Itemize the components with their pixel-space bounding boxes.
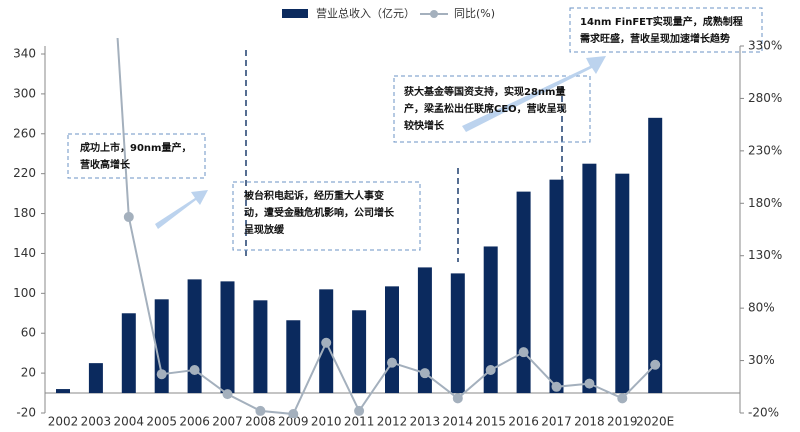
bar — [450, 273, 465, 394]
bar — [352, 310, 367, 394]
line-marker — [156, 369, 167, 380]
legend-swatch — [430, 10, 438, 18]
annotation: 需求旺盛，营收呈现加速增长趋势 — [580, 32, 730, 45]
line-marker — [485, 365, 496, 376]
annotation: 获大基金等国资支持，实现28nm量 — [403, 85, 565, 98]
bar — [220, 281, 235, 394]
line-marker — [288, 409, 299, 418]
x-tick-label: 2007 — [212, 415, 243, 429]
x-tick-label: 2017 — [541, 415, 572, 429]
bar — [582, 163, 597, 394]
x-tick-label: 2010 — [311, 415, 342, 429]
annotation: 被台积电起诉，经历重大人事变 — [244, 189, 384, 202]
line-marker — [189, 365, 200, 376]
annotation: 14nm FinFET实现量产，成熟制程 — [580, 15, 743, 28]
x-tick-label: 2008 — [245, 415, 276, 429]
y-tick-label: 60 — [21, 326, 36, 340]
bar — [88, 363, 103, 394]
legend-label: 同比(%) — [454, 7, 495, 20]
line-marker — [255, 405, 266, 416]
bar — [385, 286, 399, 394]
line-marker — [123, 211, 134, 222]
x-tick-label: 2018 — [574, 415, 605, 429]
bar — [286, 320, 301, 394]
annotation: 动，遭受金融危机影响，公司增长 — [244, 206, 395, 219]
y-tick-label: 180 — [13, 206, 36, 220]
x-tick-label: 2002 — [48, 415, 79, 429]
annotation: 呈现放缓 — [244, 223, 285, 236]
y2-tick-label: 230% — [748, 143, 782, 157]
bar — [615, 173, 630, 394]
x-tick-label: 2004 — [114, 415, 145, 429]
bar — [549, 179, 564, 394]
annotation: 较快增长 — [404, 119, 445, 132]
bar — [121, 313, 136, 394]
bar — [187, 279, 202, 394]
line-marker — [617, 393, 628, 404]
y-tick-label: 20 — [21, 366, 36, 380]
x-tick-label: 2020E — [636, 415, 674, 429]
y2-tick-label: 330% — [748, 39, 782, 53]
x-tick-label: 2009 — [278, 415, 309, 429]
line-marker — [650, 359, 661, 370]
bar — [516, 191, 531, 394]
bar — [253, 300, 268, 394]
line-group — [116, 38, 661, 418]
x-tick-label: 2005 — [146, 415, 177, 429]
x-tick-label: 2013 — [410, 415, 441, 429]
bar — [56, 389, 70, 394]
annotation: 成功上市，90nm量产， — [80, 141, 191, 154]
line-marker — [452, 393, 463, 404]
x-tick-label: 2011 — [344, 415, 375, 429]
y-tick-label: 300 — [13, 86, 36, 100]
x-tick-label: 2016 — [508, 415, 539, 429]
y2-tick-label: -20% — [748, 406, 779, 420]
bar — [154, 299, 169, 394]
x-tick-label: 2014 — [443, 415, 474, 429]
line-marker — [222, 389, 233, 400]
y2-tick-label: 180% — [748, 196, 782, 210]
line-marker — [551, 381, 562, 392]
y2-tick-label: 280% — [748, 91, 782, 105]
line — [116, 38, 656, 416]
line-marker — [419, 368, 430, 379]
y-tick-label: 220 — [13, 166, 36, 180]
y-tick-label: 100 — [13, 286, 36, 300]
y-tick-label: -20 — [16, 406, 36, 420]
x-tick-label: 2012 — [377, 415, 408, 429]
legend-swatch — [282, 9, 308, 18]
line-marker — [584, 378, 595, 389]
annotation: 营收高增长 — [80, 158, 131, 171]
line-marker — [321, 337, 332, 348]
x-tick-label: 2015 — [475, 415, 506, 429]
y2-tick-label: 80% — [748, 301, 775, 315]
annotation: 产，梁孟松出任联席CEO，营收呈现 — [404, 102, 567, 115]
y-tick-label: 140 — [13, 246, 36, 260]
bar — [483, 246, 498, 394]
x-tick-label: 2019 — [607, 415, 638, 429]
legend-label: 营业总收入（亿元） — [316, 6, 415, 20]
x-tick-label: 2003 — [81, 415, 112, 429]
y2-tick-label: 130% — [748, 248, 782, 262]
line-marker — [387, 357, 397, 368]
y-tick-label: 260 — [13, 126, 36, 140]
y-tick-label: 340 — [13, 47, 36, 61]
bar — [648, 117, 663, 394]
line-marker — [354, 405, 365, 416]
bar — [417, 267, 432, 394]
x-tick-label: 2006 — [179, 415, 210, 429]
line-marker — [518, 347, 529, 358]
y2-tick-label: 30% — [748, 353, 775, 367]
